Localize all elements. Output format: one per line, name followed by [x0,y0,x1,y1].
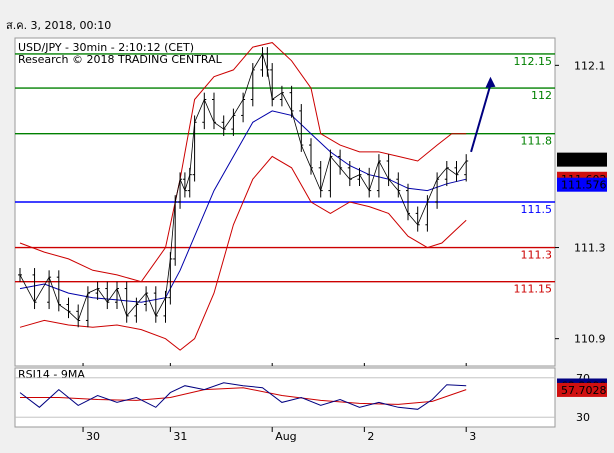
rsi-ma-line [20,387,467,405]
rsi-line [19,382,467,410]
rsi-tag-label: 57.7028 [561,384,607,397]
price-tick-label: 112.1 [574,59,606,72]
rsi-panel: RSI14 - 9MA703062.209957.7028 [14,367,607,428]
main-panel: USD/JPY - 30min - 2:10:12 (CET)Research … [14,37,607,367]
x-axis: 30 31 Aug 2 3 [82,363,476,443]
bollinger-upper-line [19,42,467,283]
x-tick-label: 31 [173,430,187,443]
moving-average-line [19,110,467,303]
level-label: 111.3 [521,249,553,262]
rsi-tag-box [557,382,607,397]
price-tag-box [557,177,607,192]
rsi-tick-label: 30 [576,411,590,424]
price-tag-label: 111.576 [561,179,607,192]
chart-subtitle: Research © 2018 TRADING CENTRAL [18,53,223,66]
level-label: 111.5 [521,203,553,216]
rsi-title: RSI14 - 9MA [18,368,85,381]
level-label: 111.15 [514,283,553,296]
price-line [19,52,467,322]
bollinger-lower-line [19,155,467,351]
level-label: 111.8 [521,135,553,148]
price-tag-box [557,152,607,167]
chart-title: USD/JPY - 30min - 2:10:12 (CET) [18,41,194,54]
forecast-arrow-shaft [470,84,492,153]
x-tick-label: 2 [367,430,374,443]
x-tick-label: Aug [275,430,296,443]
price-tick-label: 110.9 [574,333,606,346]
price-tick-label: 111.3 [574,242,606,255]
x-tick-label: 3 [469,430,476,443]
timestamp: ส.ค. 3, 2018, 00:10 [6,19,112,32]
forecast-arrowhead [485,76,496,88]
level-label: 112.15 [514,55,553,68]
rsi-plot-area [14,367,556,428]
level-label: 112 [531,89,552,102]
x-tick-label: 30 [86,430,100,443]
price-tag-label: 111.686 [561,154,607,167]
